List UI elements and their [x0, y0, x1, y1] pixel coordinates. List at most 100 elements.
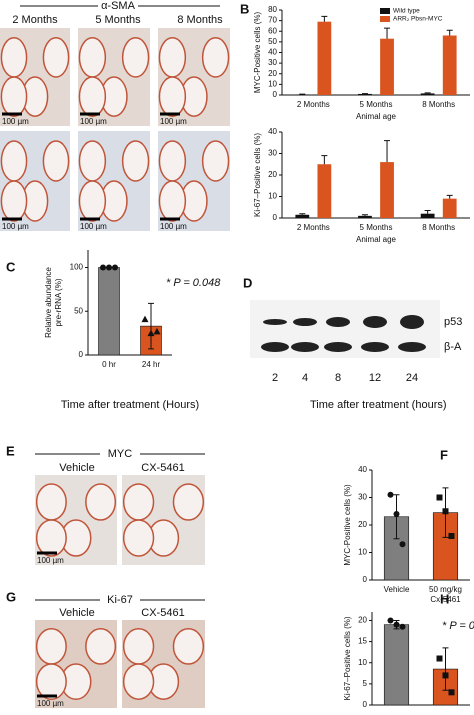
data-point: [399, 623, 406, 630]
lane-label: 4: [302, 372, 308, 384]
y-tick-label: 70: [268, 16, 277, 25]
blot-band: [361, 342, 389, 352]
y-tick-label: 60: [268, 26, 277, 35]
x-axis-label: Animal age: [356, 112, 397, 121]
y-tick-label: 20: [268, 69, 277, 78]
scale-label: 100 µm: [160, 117, 187, 126]
x-tick-label: Vehicle: [384, 585, 410, 594]
y-tick-label: 30: [268, 149, 277, 158]
y-tick-label: 0: [273, 90, 278, 99]
y-tick-label: 5: [363, 679, 368, 688]
data-point: [442, 508, 449, 515]
bar: [317, 21, 332, 95]
x-tick-label: 8 Months: [422, 100, 455, 109]
y-tick-label: 10: [268, 192, 277, 201]
lane-label: 12: [369, 372, 381, 384]
y-tick-label: 30: [358, 493, 367, 502]
x-tick-label: 2 Months: [297, 223, 330, 232]
error-bar: [321, 15, 328, 22]
x-axis-label: Time after treatment (hours): [310, 399, 447, 411]
bar: [358, 215, 372, 218]
gland: [0, 37, 28, 78]
x-tick-label: Cx-5461: [430, 595, 461, 604]
gland: [0, 76, 28, 117]
gland: [85, 483, 117, 521]
column-label: CX-5461: [141, 607, 184, 619]
data-point: [100, 264, 106, 271]
column-label: Vehicle: [59, 607, 94, 619]
blot-band: [291, 342, 319, 352]
y-tick-label: 20: [268, 170, 277, 179]
y-tick-label: 0: [363, 575, 368, 584]
y-axis-label: Relative abundance: [44, 267, 53, 338]
gland: [78, 140, 107, 182]
x-tick-label: 5 Months: [360, 100, 393, 109]
data-point: [393, 621, 400, 628]
error-bar: [424, 209, 431, 214]
y-tick-label: 15: [358, 637, 367, 646]
error-bar: [299, 213, 306, 215]
y-tick-label: 10: [358, 548, 367, 557]
legend-swatch: [380, 16, 390, 22]
gland: [158, 37, 187, 78]
gland: [201, 37, 230, 78]
x-tick-label: 24 hr: [142, 360, 161, 369]
panel-label: D: [243, 275, 252, 290]
blot-band: [263, 319, 287, 325]
data-point: [387, 491, 394, 498]
data-point: [393, 511, 400, 517]
data-point: [436, 655, 443, 662]
error-bar: [442, 647, 449, 691]
data-point: [448, 689, 455, 696]
y-axis-label: pre-rRNA (%): [54, 278, 63, 326]
y-axis-label: Ki-67–Positive cells (%): [253, 133, 262, 217]
rule-gap: [100, 593, 140, 607]
blot-band: [261, 342, 289, 352]
lane-label: 2: [272, 372, 278, 384]
scale-label: 100 µm: [2, 117, 29, 126]
gland: [172, 628, 205, 665]
gland: [35, 483, 67, 521]
bar: [420, 93, 435, 95]
x-tick-label: 0 hr: [102, 360, 116, 369]
column-label: 8 Months: [177, 14, 223, 26]
panel-label: B: [240, 1, 249, 16]
scale-label: 100 µm: [2, 222, 29, 231]
error-bar: [321, 155, 328, 165]
bar: [98, 267, 120, 356]
error-bar: [384, 140, 391, 163]
panel-label: H: [440, 591, 449, 606]
band-label: β-A: [444, 341, 462, 353]
data-point: [436, 494, 443, 501]
y-tick-label: 20: [358, 616, 367, 625]
column-label: 5 Months: [95, 14, 141, 26]
rule-gap: [100, 447, 140, 461]
gland: [35, 628, 67, 665]
stain-title: α-SMA: [101, 0, 136, 12]
bar: [383, 624, 410, 706]
scale-label: 100 µm: [37, 699, 64, 708]
y-tick-label: 0: [273, 213, 278, 222]
y-tick-label: 100: [70, 263, 84, 272]
scale-label: 100 µm: [80, 117, 107, 126]
y-tick-label: 50: [74, 306, 83, 315]
x-tick-label: 50 mg/kg: [429, 585, 462, 594]
blot-band: [293, 318, 317, 326]
scale-label: 100 µm: [160, 222, 187, 231]
blot-band: [326, 317, 350, 327]
x-axis-label: Animal age: [356, 235, 397, 244]
y-tick-label: 50: [268, 37, 277, 46]
gland: [35, 663, 67, 700]
legend-label: ARR₂ Pbsn-MYC: [393, 16, 443, 23]
stain-title: MYC: [108, 448, 133, 460]
legend-label: Wild type: [393, 8, 420, 15]
x-tick-label: 5 Months: [360, 223, 393, 232]
bar: [442, 198, 457, 218]
gland: [158, 76, 187, 117]
error-bar: [384, 27, 391, 39]
gland: [122, 628, 155, 665]
blot-band: [400, 315, 424, 329]
bar: [317, 164, 332, 218]
error-bar: [446, 194, 453, 199]
